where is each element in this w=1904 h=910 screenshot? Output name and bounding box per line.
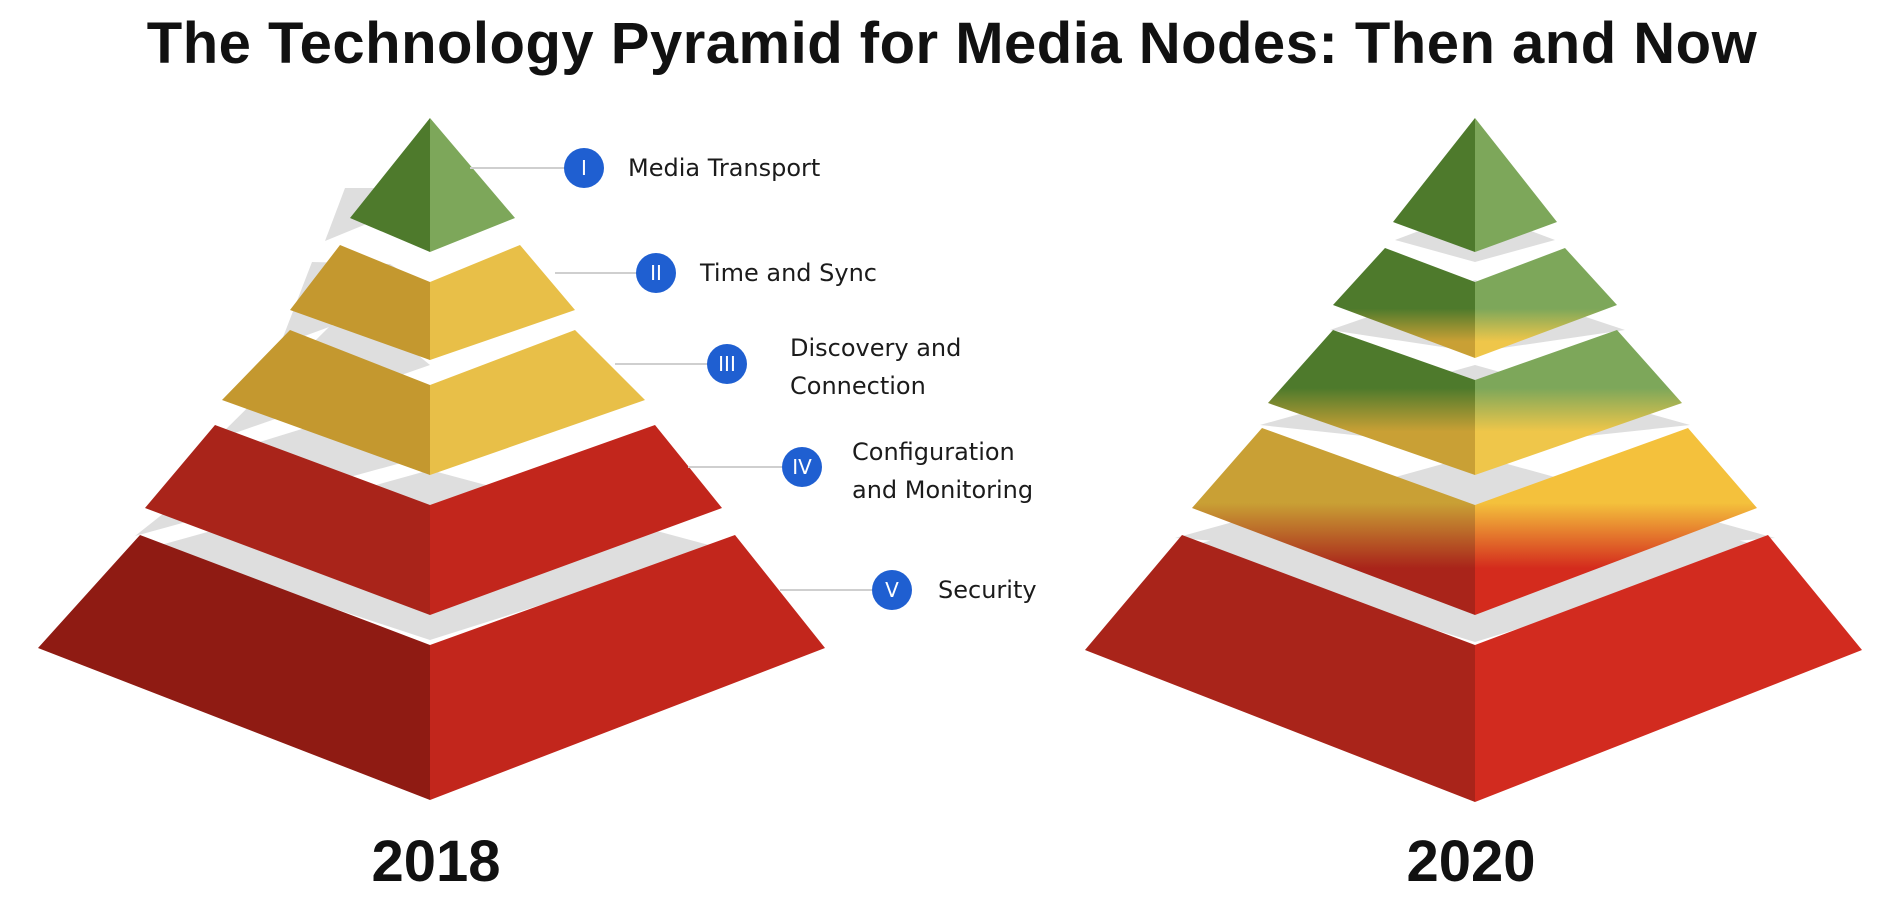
layer-label-4: and Monitoring [852, 476, 1033, 504]
layer-5-right-face [1475, 535, 1862, 802]
layer-1-right-face [1475, 118, 1557, 252]
layer-5-left-face [1085, 535, 1475, 802]
layer-4-left-face [1192, 428, 1475, 615]
layer-badge-numeral: V [885, 578, 899, 602]
layer-label-4: Configuration [852, 438, 1015, 466]
layer-1-left-face [1393, 118, 1475, 252]
year-label-2020: 2020 [1406, 829, 1536, 894]
layer-4-right-face [1475, 428, 1757, 615]
layer-label-2: Time and Sync [699, 259, 877, 287]
layer-legend: I Media Transport II Time and Sync III Discov… [564, 148, 1037, 610]
layer-5-right-face [430, 535, 825, 800]
page-title: The Technology Pyramid for Media Nodes: … [146, 11, 1758, 76]
layer-3-left-face [222, 330, 430, 475]
layer-badge-numeral: II [650, 261, 662, 285]
layer-label-1: Media Transport [628, 154, 820, 182]
layer-4-right-face [430, 425, 722, 615]
layer-badge-numeral: IV [792, 455, 812, 479]
layer-3-left-face [1268, 330, 1475, 475]
layer-badge-4 [782, 447, 822, 487]
layer-badge-numeral: III [718, 352, 736, 376]
layer-label-3: Discovery and [790, 334, 961, 362]
layer-badge-numeral: I [581, 156, 587, 180]
layer-label-3: Connection [790, 372, 926, 400]
layer-1-right-face [430, 118, 515, 252]
year-label-2018: 2018 [371, 829, 501, 894]
layer-badge-1 [564, 148, 604, 188]
layer-2-right-face [1475, 248, 1617, 358]
pyramid-2018 [38, 118, 872, 800]
layer-badge-5 [872, 570, 912, 610]
layer-4-left-face [145, 425, 430, 615]
pyramid-2020 [1085, 118, 1862, 802]
layer-2-left-face [290, 245, 430, 360]
layer-2-left-face [1333, 248, 1475, 358]
layer-label-5: Security [938, 576, 1037, 604]
layer-3-right-face [1475, 330, 1682, 475]
layer-2-right-face [430, 245, 575, 360]
layer-badge-2 [636, 253, 676, 293]
layer-3-right-face [430, 330, 645, 475]
layer-1-left-face [350, 118, 430, 252]
layer-5-left-face [38, 535, 430, 800]
layer-badge-3 [707, 344, 747, 384]
